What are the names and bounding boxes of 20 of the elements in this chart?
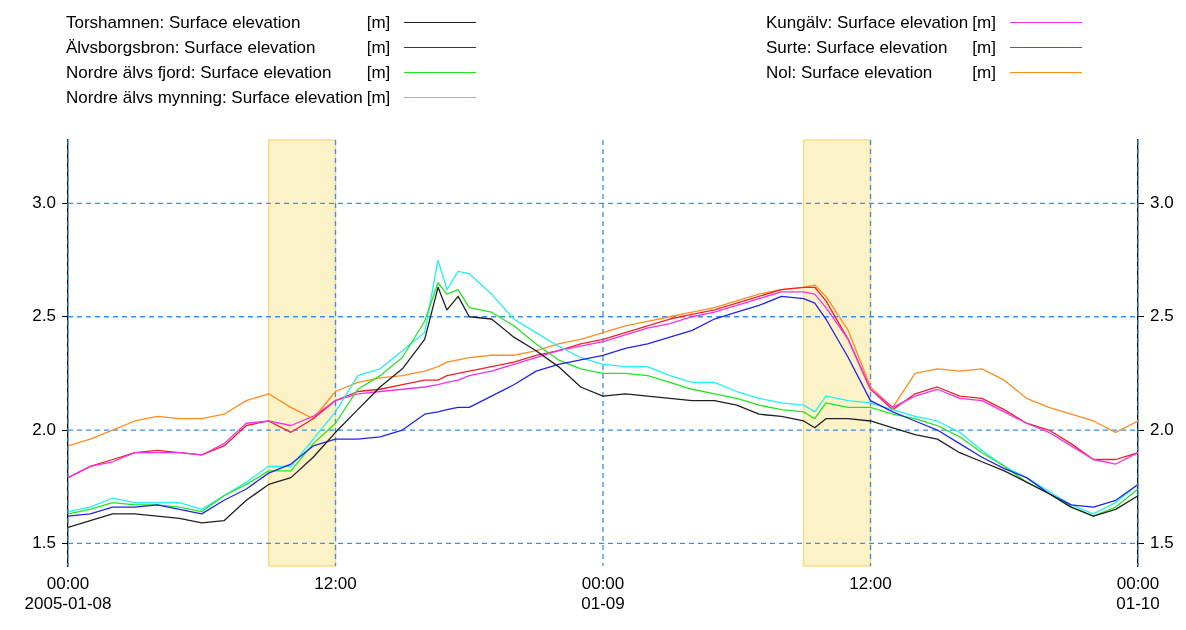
- y2-tick-label: 2.5: [1150, 306, 1174, 326]
- text: Älvsborgsbron: Surface elevation [m]: [66, 37, 391, 57]
- y2-tick-label: 3.0: [1150, 193, 1174, 213]
- x-tick-label: 12:00: [314, 573, 357, 593]
- x-tick-label: 00:00 01-09: [581, 573, 625, 614]
- y2-tick-label: 1.5: [1150, 533, 1174, 553]
- y2-tick-label: 2.0: [1150, 419, 1174, 439]
- x-tick-label: 12:00: [849, 573, 892, 593]
- y-tick-label: 2.0: [32, 419, 56, 439]
- y-tick-label: 3.0: [32, 193, 56, 213]
- text: Nol: Surface elevation [m]: [766, 62, 996, 82]
- text: Torshamnen: Surface elevation [m]: [66, 12, 391, 32]
- x-tick-label: 00:00 01-10: [1116, 573, 1160, 614]
- text: Surte: Surface elevation [m]: [766, 37, 996, 57]
- y-tick-label: 1.5: [32, 533, 56, 553]
- legend-label: Nordre älvs mynning: Surface elevation [m]: [66, 87, 391, 108]
- text: Nordre älvs fjord: Surface elevation [m]: [66, 62, 391, 82]
- x-tick-label: 00:00 2005-01-08: [24, 573, 112, 614]
- legend-label: Kungälv: Surface elevation [m]: [766, 12, 996, 33]
- y-tick-label: 2.5: [32, 306, 56, 326]
